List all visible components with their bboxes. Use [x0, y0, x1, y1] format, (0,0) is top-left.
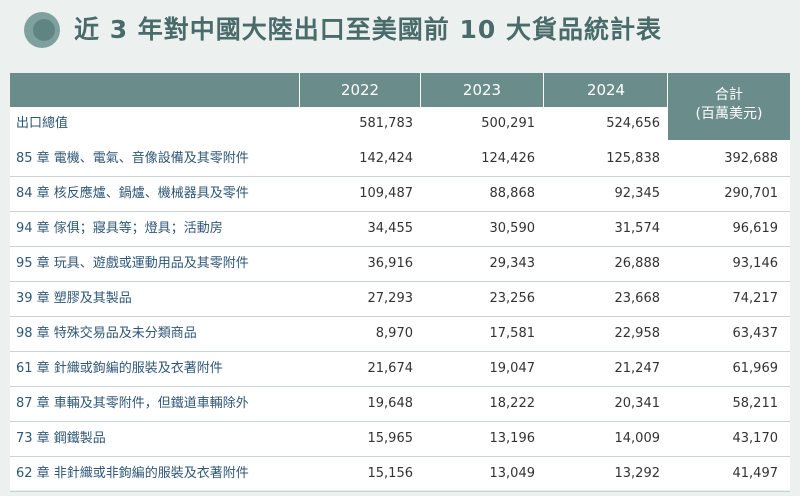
cell-2023: 19,047	[489, 361, 536, 376]
row-label: 73 章 鋼鐵製品	[16, 431, 106, 446]
cell-2023: 29,343	[489, 256, 536, 271]
row-label: 39 章 塑膠及其製品	[16, 291, 132, 306]
row-label: 94 章 傢俱；寢具等；燈具；活動房	[16, 221, 223, 236]
table-row: 62 章 非針織或非鉤編的服裝及衣著附件 15,156 13,049 13,292 41…	[10, 457, 790, 492]
cell-2024: 22,958	[614, 326, 661, 341]
row-label: 84 章 核反應爐、鍋爐、機械器具及零件	[16, 186, 249, 201]
row-label: 出口總值	[16, 116, 69, 131]
page-title: 近 3 年對中國大陸出口至美國前 10 大貨品統計表	[74, 15, 663, 44]
cell-total: 63,437	[732, 326, 779, 341]
row-divider	[10, 246, 790, 247]
table-row: 84 章 核反應爐、鍋爐、機械器具及零件 109,487 88,868 92,345 2…	[10, 177, 790, 212]
table-row: 73 章 鋼鐵製品 15,965 13,196 14,009 43,170	[10, 422, 790, 457]
header-year-2022: 2022	[340, 81, 380, 99]
row-label: 61 章 針織或鉤編的服裝及衣著附件	[16, 361, 223, 376]
cell-total: 61,969	[732, 361, 779, 376]
cell-2023: 13,049	[489, 466, 536, 481]
table-row-total-exports: 出口總值 581,783 500,291 524,656	[10, 107, 790, 142]
header-total: 合計 (百萬美元)	[668, 73, 790, 140]
row-divider	[10, 386, 790, 387]
cell-2024: 31,574	[614, 221, 661, 236]
cell-total: 43,170	[732, 431, 779, 446]
cell-2023: 88,868	[489, 186, 536, 201]
cell-total: 93,146	[732, 256, 779, 271]
cell-2023: 30,590	[489, 221, 536, 236]
cell-2024: 524,656	[606, 116, 660, 131]
row-label: 87 章 車輛及其零附件，但鐵道車輛除外	[16, 396, 249, 411]
table-row: 95 章 玩具、遊戲或運動用品及其零附件 36,916 29,343 26,888 93…	[10, 247, 790, 282]
cell-2023: 23,256	[489, 291, 536, 306]
cell-2023: 17,581	[489, 326, 536, 341]
cell-total: 96,619	[732, 221, 779, 236]
row-divider	[10, 211, 790, 212]
header-divider	[543, 73, 544, 107]
cell-2024: 14,009	[614, 431, 661, 446]
cell-2024: 92,345	[614, 186, 661, 201]
title-row: 近 3 年對中國大陸出口至美國前 10 大貨品統計表	[0, 0, 800, 62]
export-table: 2022 2023 2024 合計 (百萬美元) 出口總值 581,783 500,…	[10, 73, 790, 492]
cell-2023: 18,222	[489, 396, 536, 411]
header-divider	[420, 73, 421, 107]
header-year-2023: 2023	[462, 81, 502, 99]
cell-2023: 500,291	[481, 116, 535, 131]
cell-2022: 21,674	[367, 361, 414, 376]
table-row: 98 章 特殊交易品及未分類商品 8,970 17,581 22,958 63,437	[10, 317, 790, 352]
cell-2024: 125,838	[606, 151, 660, 166]
cell-total: 58,211	[732, 396, 779, 411]
cell-2022: 15,156	[367, 466, 414, 481]
cell-2024: 13,292	[614, 466, 661, 481]
cell-2022: 34,455	[367, 221, 414, 236]
row-divider	[10, 456, 790, 457]
header-total-unit: (百萬美元)	[695, 106, 763, 122]
cell-2022: 8,970	[375, 326, 413, 341]
header-divider	[299, 73, 300, 107]
cell-total	[668, 107, 778, 141]
header-total-label: 合計	[715, 87, 743, 103]
table-row: 94 章 傢俱；寢具等；燈具；活動房 34,455 30,590 31,574 96,6…	[10, 212, 790, 247]
cell-2022: 109,487	[359, 186, 413, 201]
row-divider	[10, 316, 790, 317]
cell-2024: 20,341	[614, 396, 661, 411]
header-divider	[667, 73, 668, 107]
row-divider	[10, 281, 790, 282]
row-divider	[10, 421, 790, 422]
row-divider	[10, 176, 790, 177]
table-row: 39 章 塑膠及其製品 27,293 23,256 23,668 74,217	[10, 282, 790, 317]
cell-2022: 27,293	[367, 291, 414, 306]
row-label: 98 章 特殊交易品及未分類商品	[16, 326, 197, 341]
cell-total: 392,688	[724, 151, 778, 166]
cell-2022: 15,965	[367, 431, 414, 446]
cell-2024: 21,247	[614, 361, 661, 376]
row-divider	[10, 351, 790, 352]
header-year-2024: 2024	[586, 81, 626, 99]
cell-2022: 19,648	[367, 396, 414, 411]
row-label: 95 章 玩具、遊戲或運動用品及其零附件	[16, 256, 249, 271]
cell-2022: 36,916	[367, 256, 414, 271]
cell-total: 74,217	[732, 291, 779, 306]
cell-total: 290,701	[724, 186, 778, 201]
cell-2024: 23,668	[614, 291, 661, 306]
row-label: 85 章 電機、電氣、音像設備及其零附件	[16, 151, 249, 166]
row-divider	[10, 491, 790, 492]
cell-total: 41,497	[732, 466, 779, 481]
title-bullet-inner	[33, 19, 55, 41]
table-row: 85 章 電機、電氣、音像設備及其零附件 142,424 124,426 125,83…	[10, 142, 790, 177]
cell-2022: 581,783	[359, 116, 413, 131]
table-row: 87 章 車輛及其零附件，但鐵道車輛除外 19,648 18,222 20,341 58…	[10, 387, 790, 422]
cell-2024: 26,888	[614, 256, 661, 271]
cell-2022: 142,424	[359, 151, 413, 166]
row-label: 62 章 非針織或非鉤編的服裝及衣著附件	[16, 466, 249, 481]
table-header: 2022 2023 2024	[10, 73, 790, 107]
table-row: 61 章 針織或鉤編的服裝及衣著附件 21,674 19,047 21,247 61,9…	[10, 352, 790, 387]
cell-2023: 124,426	[481, 151, 535, 166]
cell-2023: 13,196	[489, 431, 536, 446]
